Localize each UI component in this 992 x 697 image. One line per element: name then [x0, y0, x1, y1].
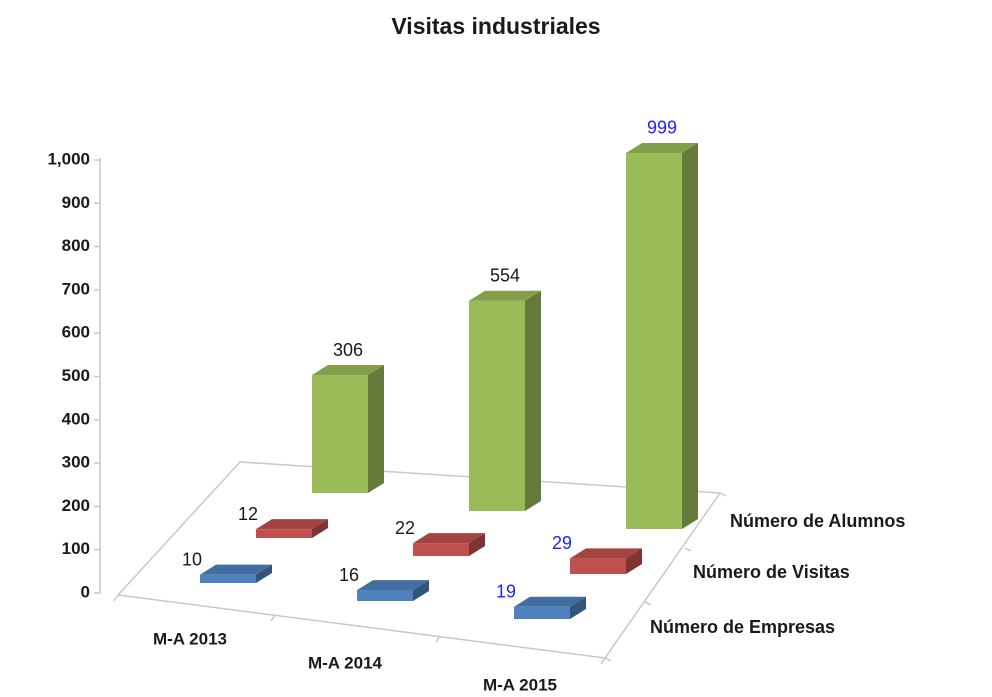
- x-tick: [435, 635, 441, 643]
- value-label: 16: [339, 565, 359, 585]
- chart-title: Visitas industriales: [391, 13, 600, 39]
- bar: [413, 533, 485, 556]
- value-label: 12: [238, 504, 258, 524]
- bar-top: [256, 519, 328, 530]
- bar-side: [570, 596, 586, 619]
- bar-side: [682, 142, 698, 530]
- legend-label: Número de Visitas: [693, 562, 850, 582]
- legend-label: Número de Empresas: [650, 617, 835, 637]
- y-tick-label: 500: [62, 366, 90, 385]
- x-tick: [600, 657, 606, 665]
- value-label: 29: [552, 533, 572, 553]
- y-tick-label: 100: [62, 539, 90, 558]
- bar-side: [413, 580, 429, 601]
- bar: [312, 365, 384, 493]
- bar-top: [357, 580, 429, 591]
- bar-top: [570, 548, 642, 559]
- bar-front: [200, 574, 256, 583]
- y-tick-label: 600: [62, 323, 90, 342]
- depth-tick: [604, 657, 612, 662]
- bar-top: [200, 564, 272, 575]
- x-tick-label: M-A 2013: [153, 629, 227, 648]
- value-label: 999: [647, 118, 677, 138]
- bar-front: [256, 529, 312, 538]
- y-tick-label: 0: [81, 582, 90, 601]
- value-label: 306: [333, 340, 363, 360]
- bar-top: [469, 290, 541, 301]
- bar-side: [525, 290, 541, 511]
- bar-top: [626, 142, 698, 153]
- bar-front: [626, 152, 682, 530]
- x-tick: [113, 594, 119, 602]
- legend-label: Número de Alumnos: [730, 511, 905, 531]
- bar-top: [312, 365, 384, 376]
- bar-side: [256, 564, 272, 583]
- x-tick: [270, 614, 276, 622]
- bar-front: [514, 606, 570, 619]
- bar: [469, 290, 541, 511]
- y-tick-label: 800: [62, 236, 90, 255]
- depth-tick: [644, 601, 652, 606]
- y-tick-label: 1,000: [47, 149, 90, 168]
- value-label: 554: [490, 265, 520, 285]
- y-tick-label: 300: [62, 453, 90, 472]
- bar: [200, 564, 272, 583]
- value-label: 22: [395, 518, 415, 538]
- bar-front: [570, 558, 626, 574]
- bar: [357, 580, 429, 601]
- depth-tick: [719, 492, 727, 497]
- y-tick-label: 700: [62, 279, 90, 298]
- y-tick-label: 200: [62, 496, 90, 515]
- depth-tick: [684, 547, 692, 552]
- y-tick-label: 400: [62, 409, 90, 428]
- x-tick-label: M-A 2015: [483, 675, 557, 694]
- bar-front: [469, 300, 525, 511]
- bar: [570, 548, 642, 574]
- x-tick-label: M-A 2014: [308, 653, 383, 672]
- value-label: 19: [496, 582, 516, 602]
- bar-top: [413, 533, 485, 544]
- value-label: 10: [182, 549, 202, 569]
- bar: [514, 596, 586, 619]
- bar-side: [312, 519, 328, 538]
- bar: [626, 142, 698, 530]
- bar-front: [413, 543, 469, 556]
- bar-side: [626, 548, 642, 574]
- bar-side: [368, 365, 384, 493]
- y-tick-label: 900: [62, 193, 90, 212]
- bar-top: [514, 596, 586, 607]
- bar-front: [312, 375, 368, 493]
- bar: [256, 519, 328, 538]
- bar-side: [469, 533, 485, 556]
- bar-front: [357, 590, 413, 601]
